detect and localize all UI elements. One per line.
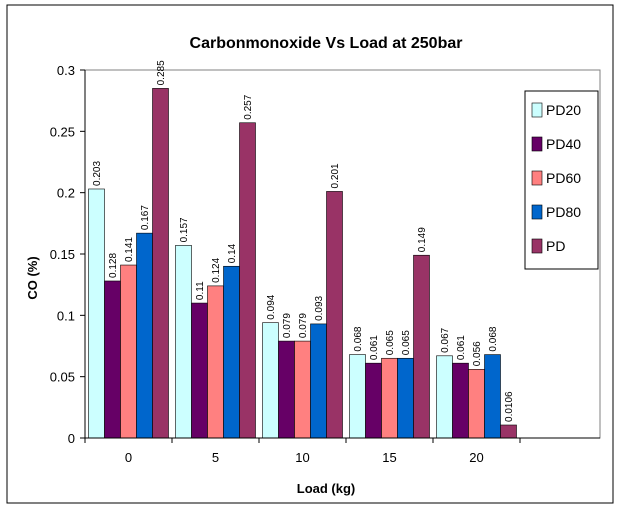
- data-label-pd20-load-0: 0.203: [92, 161, 103, 186]
- bar-pd-load-10: [326, 191, 343, 439]
- bar-pd-load-20: [500, 424, 517, 439]
- data-label-pd40-load-15: 0.061: [369, 335, 380, 360]
- bar-pd40-load-20: [452, 362, 469, 439]
- bars-group: [88, 88, 517, 439]
- bar-pd20-load-5: [175, 245, 192, 439]
- bar-pd60-load-20: [468, 369, 485, 439]
- data-label-pd60-load-10: 0.079: [298, 313, 309, 338]
- data-label-pd60-load-20: 0.056: [472, 341, 483, 366]
- y-tick-label: 0.15: [50, 247, 75, 262]
- data-label-pd60-load-0: 0.141: [124, 237, 135, 262]
- data-label-pd60-load-15: 0.065: [385, 330, 396, 355]
- y-tick-label: 0.2: [57, 186, 75, 201]
- y-axis-title: CO (%): [25, 256, 40, 299]
- data-label-pd40-load-20: 0.061: [456, 335, 467, 360]
- x-axis-title: Load (kg): [297, 481, 356, 496]
- bar-pd20-load-0: [88, 188, 105, 439]
- data-label-pd-load-5: 0.257: [243, 94, 254, 119]
- y-tick-label: 0.1: [57, 308, 75, 323]
- data-label-pd-load-15: 0.149: [417, 227, 428, 252]
- data-label-pd-load-10: 0.201: [330, 163, 341, 188]
- y-tick-label: 0.25: [50, 124, 75, 139]
- data-label-pd80-load-5: 0.14: [227, 243, 238, 263]
- data-label-pd20-load-5: 0.157: [179, 217, 190, 242]
- data-label-pd80-load-10: 0.093: [314, 295, 325, 320]
- legend-label-pd20: PD20: [546, 102, 581, 118]
- bar-pd40-load-5: [191, 302, 208, 439]
- bar-pd60-load-15: [381, 357, 398, 439]
- bar-pd80-load-5: [223, 265, 240, 439]
- legend-swatch-pd80: [531, 204, 543, 220]
- bar-pd80-load-15: [397, 357, 414, 439]
- x-tick-label: 5: [212, 450, 219, 465]
- bar-pd40-load-10: [278, 340, 295, 439]
- bar-pd60-load-10: [294, 340, 311, 439]
- legend: PD20 PD40 PD60 PD80 PD: [524, 90, 599, 270]
- y-tick-label: 0.3: [57, 63, 75, 78]
- legend-label-pd60: PD60: [546, 170, 581, 186]
- bar-pd60-load-0: [120, 264, 137, 439]
- legend-swatch-pd20: [531, 102, 543, 118]
- data-label-pd60-load-5: 0.124: [211, 257, 222, 282]
- data-label-pd20-load-20: 0.067: [440, 327, 451, 352]
- data-label-pd20-load-15: 0.068: [353, 326, 364, 351]
- x-tick-label: 0: [125, 450, 132, 465]
- x-tick-label: 15: [382, 450, 396, 465]
- data-label-pd40-load-5: 0.11: [195, 281, 206, 300]
- bar-pd80-load-20: [484, 354, 501, 439]
- bar-pd20-load-15: [349, 354, 366, 439]
- y-tick-label: 0: [68, 431, 75, 446]
- legend-swatch-pd60: [531, 170, 543, 186]
- legend-label-pd: PD: [546, 238, 565, 254]
- legend-label-pd80: PD80: [546, 204, 581, 220]
- bar-pd20-load-10: [262, 322, 279, 439]
- data-label-pd80-load-0: 0.167: [140, 205, 151, 230]
- bar-pd-load-0: [152, 88, 169, 439]
- bar-pd-load-15: [413, 254, 430, 439]
- axes-group: 0 0.05 0.1 0.15 0.2 0.25 0.3 0 5 10 15 20: [50, 63, 600, 465]
- bar-pd40-load-15: [365, 362, 382, 439]
- legend-label-pd40: PD40: [546, 136, 581, 152]
- bar-pd20-load-20: [436, 355, 453, 439]
- legend-swatch-pd: [531, 238, 543, 254]
- bar-pd80-load-10: [310, 323, 327, 439]
- chart-title: Carbonmonoxide Vs Load at 250bar: [190, 35, 463, 52]
- x-tick-label: 20: [469, 450, 483, 465]
- bar-pd60-load-5: [207, 285, 224, 439]
- bar-pd80-load-0: [136, 232, 153, 439]
- data-label-pd-load-0: 0.285: [156, 60, 167, 85]
- data-label-pd40-load-10: 0.079: [282, 313, 293, 338]
- y-tick-label: 0.05: [50, 370, 75, 385]
- data-label-pd40-load-0: 0.128: [108, 253, 119, 278]
- data-label-pd80-load-15: 0.065: [401, 330, 412, 355]
- data-label-pd-load-20: 0.0106: [504, 391, 515, 422]
- data-labels-group: 0.203 0.128 0.141 0.167 0.285 0.157 0.11 0.124 0…: [92, 60, 515, 422]
- bar-pd-load-5: [239, 122, 256, 439]
- x-tick-label: 10: [295, 450, 309, 465]
- bar-pd40-load-0: [104, 280, 121, 439]
- legend-swatch-pd40: [531, 136, 543, 152]
- data-label-pd80-load-20: 0.068: [488, 326, 499, 351]
- data-label-pd20-load-10: 0.094: [266, 294, 277, 319]
